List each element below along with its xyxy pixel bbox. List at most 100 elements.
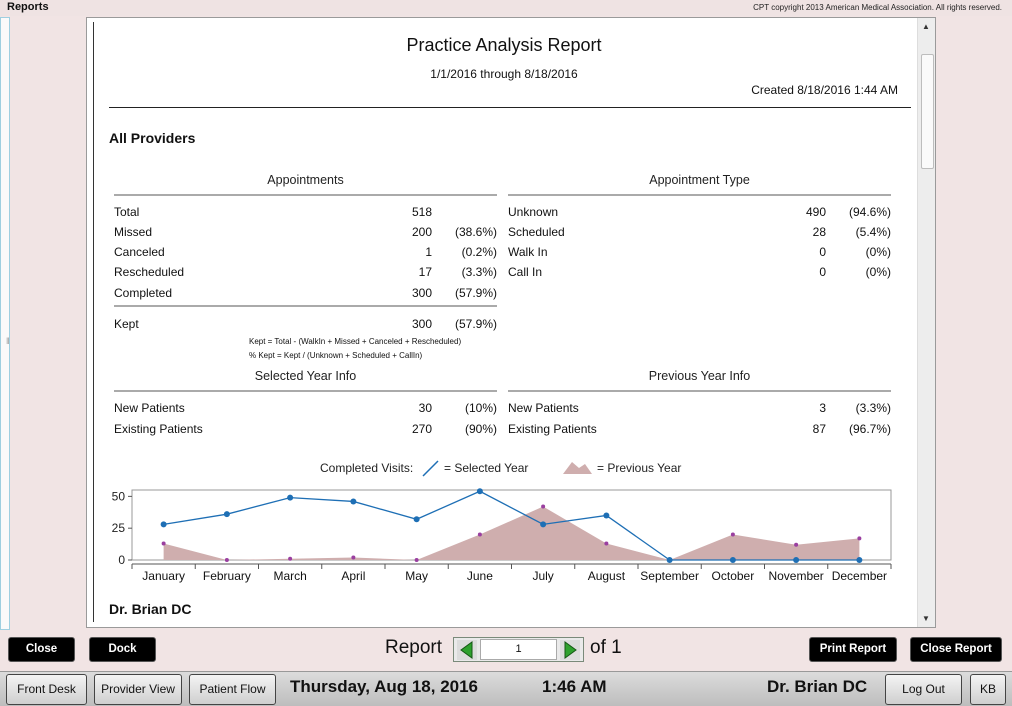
log-out-button[interactable]: Log Out [885,674,962,705]
row-value: 0 [819,265,826,279]
page-count-label: of 1 [590,637,622,658]
next-page-button[interactable] [560,640,580,660]
grip-icon[interactable]: ‖ [6,336,10,346]
row-label: Unknown [508,205,559,219]
x-tick-label: March [273,569,306,583]
previous-year-point [730,532,735,537]
selected-year-point [350,498,357,505]
row-label: Rescheduled [114,265,185,279]
report-label: Report [385,637,443,658]
selected-year-point [793,557,800,563]
selected-year-point [287,494,294,501]
legend-label: Completed Visits: [320,461,414,475]
table-row: Existing Patients 87 (96.7%) [508,422,891,440]
row-percent: (0%) [865,265,891,279]
row-percent: (5.4%) [855,225,891,239]
close-report-button[interactable]: Close Report [910,637,1002,662]
page-navigator: 1 [453,637,584,662]
x-tick-label: July [532,569,553,583]
x-tick-label: December [832,569,887,583]
selected-year-swatch-icon [422,460,439,477]
side-panel[interactable]: ‖ [0,17,10,630]
previous-year-swatch-icon [563,462,592,474]
row-label: Walk In [508,245,548,259]
row-percent: (10%) [464,401,497,415]
table-row: Missed 200 (38.6%) [114,225,497,243]
selected-year-title: Selected Year Info [254,369,357,383]
legend-selected: = Selected Year [444,461,529,475]
provider-heading: All Providers [109,130,196,146]
report-scrollbar[interactable]: ▲ ▼ [917,18,935,627]
page-number-input[interactable]: 1 [480,639,557,660]
bottom-bar: Front Desk Provider View Patient Flow Th… [0,671,1012,706]
table-row: Rescheduled 17 (3.3%) [114,265,497,283]
row-percent: (90%) [464,422,497,436]
table-row: Scheduled 28 (5.4%) [508,225,891,243]
scroll-thumb[interactable] [921,54,934,169]
table-row: New Patients 30 (10%) [114,401,497,419]
front-desk-button[interactable]: Front Desk [6,674,87,705]
x-tick-label: June [467,569,493,583]
appointment-type-section: Appointment Type Unknown 490 (94.6%) Sched… [508,173,891,293]
arrow-right-icon [564,641,577,659]
row-label: New Patients [114,401,185,415]
scroll-down-icon[interactable]: ▼ [922,614,930,623]
completed-visits-chart: 0 25 50 January February March April May June Jul… [112,488,892,583]
section-divider [508,390,891,392]
row-percent: (0.2%) [461,245,497,259]
table-row: Call In 0 (0%) [508,265,891,283]
table-row: New Patients 3 (3.3%) [508,401,891,419]
row-label: Call In [508,265,543,279]
x-tick-label: September [640,569,699,583]
provider-view-button[interactable]: Provider View [94,674,182,705]
close-button[interactable]: Close [8,637,75,662]
selected-year-point [476,488,483,495]
row-label: Kept [114,317,139,331]
row-value: 28 [812,225,826,239]
row-percent: (3.3%) [855,401,891,415]
row-label: Existing Patients [508,422,597,436]
patient-flow-button[interactable]: Patient Flow [189,674,276,705]
x-tick-label: October [712,569,755,583]
report-date-range: 1/1/2016 through 8/18/2016 [430,67,578,81]
dock-button[interactable]: Dock [89,637,156,662]
row-label: Scheduled [508,225,565,239]
previous-year-section: Previous Year Info New Patients 3 (3.3%) E… [508,369,891,439]
y-tick-label: 25 [112,521,126,535]
row-value: 1 [425,245,432,259]
scroll-up-icon[interactable]: ▲ [922,22,930,31]
x-tick-label: January [142,569,185,583]
y-tick-label: 0 [118,553,125,567]
current-date: Thursday, Aug 18, 2016 [290,677,479,696]
previous-year-point [541,504,546,509]
selected-year-point [413,516,420,523]
table-row: Completed 300 (57.9%) [114,286,497,304]
y-tick-label: 50 [112,489,126,503]
copyright-text: CPT copyright 2013 American Medical Asso… [753,3,1002,12]
row-label: Existing Patients [114,422,203,436]
report-page: Practice Analysis Report 1/1/2016 throug… [93,22,914,622]
row-label: Missed [114,225,153,239]
print-report-button[interactable]: Print Report [809,637,897,662]
kb-button[interactable]: KB [970,674,1006,705]
previous-year-point [224,558,229,562]
x-tick-label: May [405,569,428,583]
appointments-section: Appointments Total 518 Missed 200 (38.6%) C… [114,173,497,360]
appointments-title: Appointments [267,173,344,187]
selected-year-point [160,521,167,528]
row-value: 300 [411,286,432,300]
previous-year-area [163,506,860,560]
row-label: Total [114,205,140,219]
previous-year-point [477,532,482,537]
row-percent: (96.7%) [848,422,891,436]
previous-page-button[interactable] [457,640,477,660]
x-tick-label: November [768,569,823,583]
row-value: 17 [418,265,432,279]
kept-percent-note: % Kept = Kept / (Unknown + Scheduled + C… [249,351,423,360]
current-user: Dr. Brian DC [767,677,868,696]
row-value: 300 [411,317,432,331]
row-percent: (94.6%) [848,205,891,219]
section-divider [114,194,497,196]
previous-year-title: Previous Year Info [648,369,751,383]
table-row: Total 518 [114,205,497,223]
